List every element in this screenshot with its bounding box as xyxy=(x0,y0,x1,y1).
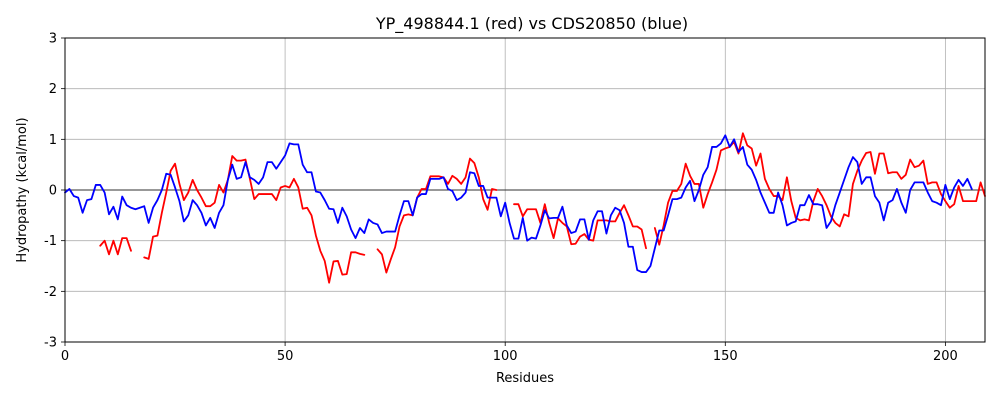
y-tick-label: 2 xyxy=(49,82,57,97)
grid-lines xyxy=(64,37,985,343)
series-line-blue xyxy=(64,134,973,273)
x-tick-label: 50 xyxy=(277,349,294,364)
x-tick-label: 100 xyxy=(493,349,518,364)
chart-title: YP_498844.1 (red) vs CDS20850 (blue) xyxy=(375,14,688,34)
y-tick-label: 1 xyxy=(49,133,57,148)
y-tick-label: 0 xyxy=(49,184,57,199)
y-tick-label: -1 xyxy=(44,234,57,249)
axis-ticks: 0 50 100 150 200 -3 -2 -1 0 1 2 3 xyxy=(44,32,958,365)
x-tick-label: 0 xyxy=(61,349,69,364)
x-tick-label: 200 xyxy=(933,349,958,364)
x-axis-label: Residues xyxy=(496,371,554,386)
x-tick-label: 150 xyxy=(713,349,738,364)
y-tick-label: -3 xyxy=(44,336,57,351)
y-tick-label: -2 xyxy=(44,285,57,300)
plot-series xyxy=(64,132,986,284)
y-axis-label: Hydropathy (kcal/mol) xyxy=(15,117,30,262)
y-tick-label: 3 xyxy=(49,32,57,47)
series-line-red xyxy=(99,132,986,284)
